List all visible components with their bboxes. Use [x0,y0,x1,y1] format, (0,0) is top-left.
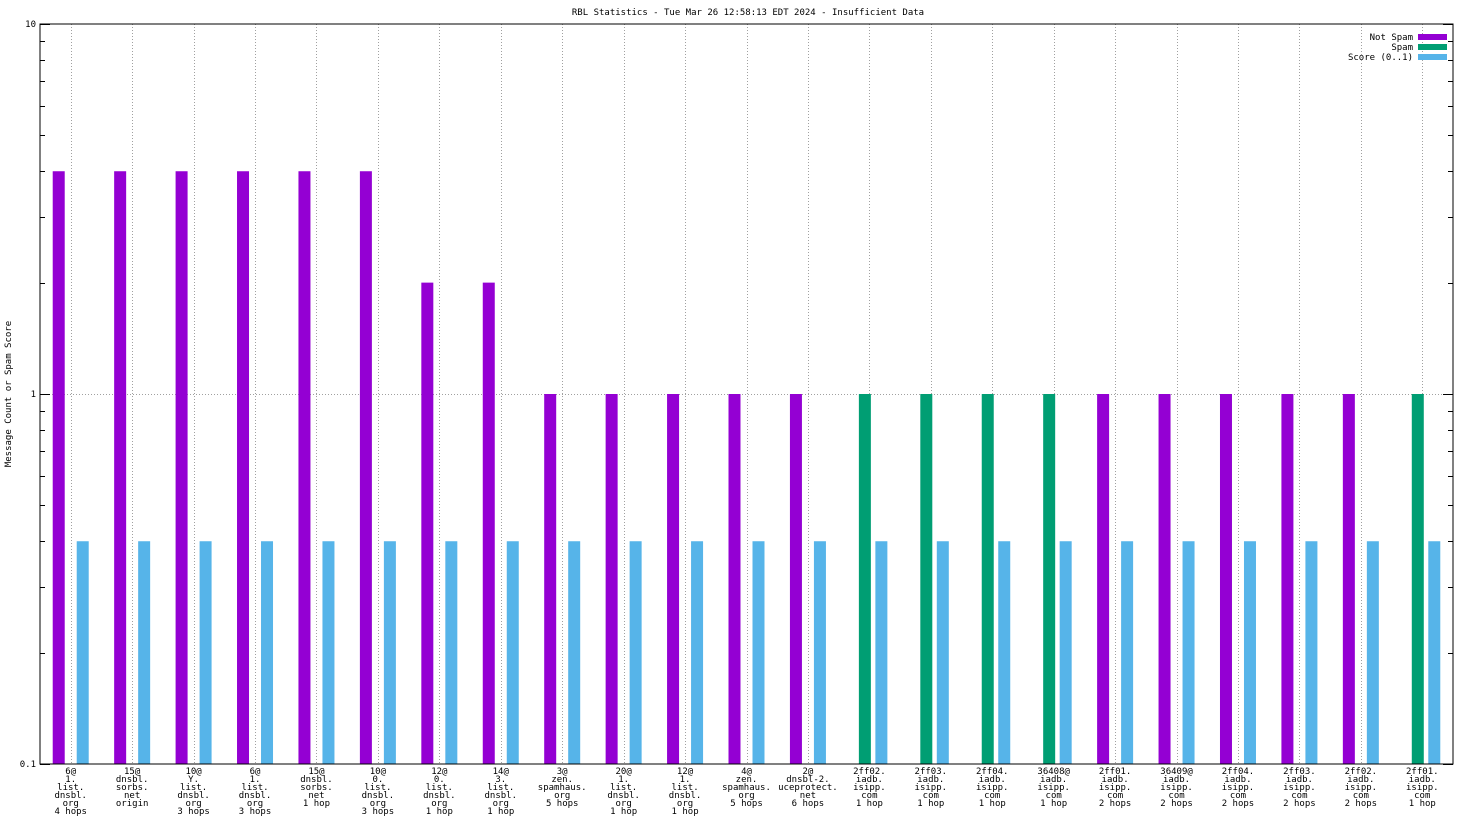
x-tick-label: 6@ 1. list. dnsbl. org 3 hops [239,767,272,817]
bar-score [936,541,949,764]
bar-score [568,541,581,764]
bar-spam [981,394,994,764]
bar-not-spam [1281,394,1294,764]
x-tick-label: 6@ 1. list. dnsbl. org 4 hops [54,767,87,817]
x-tick-label: 2ff04. iadb. isipp. com 2 hops [1222,767,1255,809]
bar-score [1305,541,1318,764]
legend-label: Score (0..1) [1348,53,1413,63]
x-tick-label: 12@ 1. list. dnsbl. org 1 hop [669,767,702,817]
legend-label: Not Spam [1370,33,1413,43]
bar-score [199,541,212,764]
x-tick-label: 15@ dnsbl. sorbs. net 1 hop [300,767,333,809]
bar-score [76,541,89,764]
bar-not-spam [298,171,311,765]
bar-not-spam [237,171,250,765]
bar-score [875,541,888,764]
bar-not-spam [1342,394,1355,764]
bar-not-spam [1097,394,1110,764]
x-tick-label: 4@ zen. spamhaus. org 5 hops [722,767,771,809]
x-tick-label: 14@ 3. list. dnsbl. org 1 hop [485,767,518,817]
bar-score [629,541,642,764]
bars [52,171,1441,765]
bar-not-spam [1219,394,1232,764]
bar-score [383,541,396,764]
legend-swatch [1418,54,1447,60]
bar-not-spam [175,171,188,765]
bar-not-spam [1158,394,1171,764]
x-tick-label: 2ff03. iadb. isipp. com 1 hop [915,767,948,809]
grid [40,24,1453,764]
bar-score [1121,541,1134,764]
x-tick-label: 20@ 1. list. dnsbl. org 1 hop [607,767,640,817]
x-tick-label: 36409@ iadb. isipp. com 2 hops [1160,767,1193,809]
y-tick-label: 10 [25,20,36,30]
bar-score [322,541,335,764]
bar-not-spam [52,171,65,765]
bar-spam [1043,394,1056,764]
bar-spam [858,394,871,764]
y-axis-label: Message Count or Spam Score [4,321,14,467]
bar-not-spam [421,282,434,764]
bar-not-spam [789,394,802,764]
bar-not-spam [605,394,618,764]
bar-score [1182,541,1195,764]
bar-score [1366,541,1379,764]
bar-not-spam [114,171,127,765]
chart-title: RBL Statistics - Tue Mar 26 12:58:13 EDT… [572,8,924,18]
bar-score [998,541,1011,764]
bar-score [1059,541,1072,764]
bar-not-spam [544,394,557,764]
bar-score [1243,541,1256,764]
legend-swatch [1418,44,1447,50]
bar-score [1428,541,1441,764]
bar-not-spam [359,171,372,765]
bar-score [813,541,826,764]
x-tick-label: 2ff01. iadb. isipp. com 2 hops [1099,767,1132,809]
x-tick-label: 2ff03. iadb. isipp. com 2 hops [1283,767,1316,809]
bar-spam [920,394,933,764]
x-axis-labels: 6@ 1. list. dnsbl. org 4 hops 15@ dnsbl. sorbs. n… [54,767,1438,817]
bar-not-spam [728,394,741,764]
bar-score [138,541,151,764]
bar-score [506,541,519,764]
x-tick-label: 15@ dnsbl. sorbs. net origin [116,767,149,809]
y-axis: 10 1 0.1 [20,20,1453,770]
legend-label: Spam [1391,43,1413,53]
bar-not-spam [482,282,495,764]
x-tick-label: 2ff01. iadb. isipp. com 1 hop [1406,767,1439,809]
bar-not-spam [667,394,680,764]
bar-score [752,541,765,764]
bar-score [445,541,458,764]
x-tick-label: 2ff04. iadb. isipp. com 1 hop [976,767,1009,809]
bar-score [691,541,704,764]
x-tick-label: 2ff02. iadb. isipp. com 1 hop [853,767,886,809]
bar-spam [1411,394,1424,764]
x-tick-label: 12@ 0. list. dnsbl. org 1 hop [423,767,456,817]
plot-frame [39,23,1454,765]
x-tick-label: 2@ dnsbl-2. uceprotect. net 6 hops [778,767,838,809]
x-tick-label: 10@ Y. list. dnsbl. org 3 hops [177,767,210,817]
y-tick-label: 1 [31,390,36,400]
x-tick-label: 36408@ iadb. isipp. com 1 hop [1037,767,1070,809]
x-tick-label: 2ff02. iadb. isipp. com 2 hops [1345,767,1378,809]
x-tick-label: 3@ zen. spamhaus. org 5 hops [538,767,587,809]
bar-score [261,541,274,764]
y-tick-label: 0.1 [20,760,36,770]
x-tick-label: 10@ 0. list. dnsbl. org 3 hops [362,767,395,817]
legend-swatch [1418,34,1447,40]
